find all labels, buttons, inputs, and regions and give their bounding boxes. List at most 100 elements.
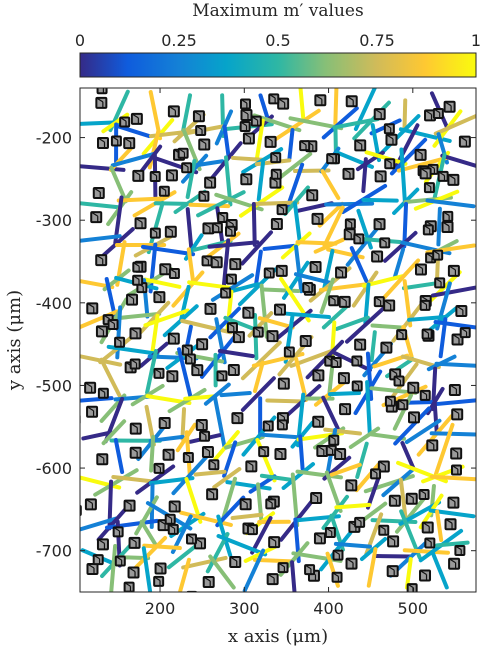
grain-cube [216,370,228,382]
grain-boundary [212,467,242,490]
grain-cube [270,152,282,164]
grain-cube [274,448,287,461]
grain-cube [344,218,356,230]
grain-boundary [366,547,378,588]
grain-cube [443,100,456,113]
grain-boundary [149,313,160,359]
grain-cube [306,189,319,202]
grain-boundary [188,202,231,209]
grain-cube [384,395,396,407]
grain-cube [343,228,356,241]
grain-cube [242,306,255,319]
y-tick-label: -200 [36,129,72,148]
grain-cube [153,462,165,474]
grain-cube [112,526,124,538]
grain-boundary [293,272,332,285]
grain-boundary [430,285,476,298]
grain-cube [227,364,240,377]
grain-cube [195,125,207,137]
grain-boundary [262,243,297,251]
x-axis-label: x axis (μm) [228,626,328,647]
grain-boundary [351,270,379,308]
grain-boundary [109,165,128,204]
grain-boundary [215,495,246,528]
grain-cube [86,302,99,315]
grain-cube [128,536,141,549]
grain-cube [196,338,209,351]
grain-cube [262,420,274,432]
y-tick-label: -300 [36,211,72,230]
grain-cube [335,266,348,279]
grain-boundary [425,306,458,334]
y-tick-label: -700 [36,542,72,561]
grain-boundary [365,476,381,510]
y-tick-label: -400 [36,294,72,313]
grain-boundary [185,207,194,253]
grain-cube [239,498,252,511]
grain-boundary [141,244,196,257]
grain-boundary [178,557,191,592]
grain-boundary [381,468,415,498]
grain-boundary [348,426,381,449]
grain-boundary [434,398,476,407]
grain-cube [353,233,365,245]
grain-boundary [251,202,257,247]
grain-boundary [212,395,227,449]
grain-boundary [402,548,450,555]
grain-cube [378,524,390,536]
grain-cube [195,418,208,431]
grain-cube [302,281,314,293]
grain-boundary [141,546,153,592]
grain-cube [114,555,126,567]
grain-cube [380,341,393,354]
grain-cube [129,422,142,435]
grain-boundary [80,164,126,172]
grain-cube [299,335,312,348]
grain-cube [246,524,258,536]
grain-boundary [361,157,368,194]
grain-boundary [181,128,202,172]
grain-boundary [290,560,297,592]
grain-boundary [313,237,345,254]
grain-boundary [404,557,413,590]
grain-boundary [329,462,362,477]
grain-cube [383,299,396,312]
grain-boundary [210,273,255,302]
grain-boundary [196,190,246,218]
grain-boundary [365,380,372,436]
grain-boundary [430,549,449,590]
grain-cube [458,135,471,148]
grain-boundary [148,434,185,443]
grain-cube [386,565,399,578]
grain-boundary [334,502,372,510]
grain-boundary [294,244,304,294]
grain-boundary [273,108,321,142]
grain-boundary [321,494,350,531]
grain-cube [80,505,82,517]
grain-cube [273,303,286,316]
grain-boundary [208,554,236,590]
grain-cube [334,448,347,461]
grain-cube [164,513,176,525]
grain-cube [309,260,322,273]
grain-boundary [193,469,227,477]
grain-boundary [80,201,120,210]
grain-boundary [224,155,233,207]
y-tick-label: -600 [36,459,72,478]
grain-cube [110,135,122,147]
grain-cube [107,319,119,331]
grain-boundary [333,88,339,126]
colorbar-ticks: 0 0.25 0.5 0.75 1 [75,31,480,58]
grain-boundary [379,114,421,155]
grain-cube [90,211,103,224]
grain-boundary [425,198,476,209]
grain-cube [275,264,288,277]
grain-cube [432,249,444,261]
grain-boundary [434,361,476,368]
colorbar-tick-label: 0.25 [161,31,197,50]
grain-boundary [404,418,442,445]
grain-boundary [180,318,233,335]
grain-boundary [180,407,187,441]
grain-cube [134,217,147,230]
grain-cube [86,563,99,576]
